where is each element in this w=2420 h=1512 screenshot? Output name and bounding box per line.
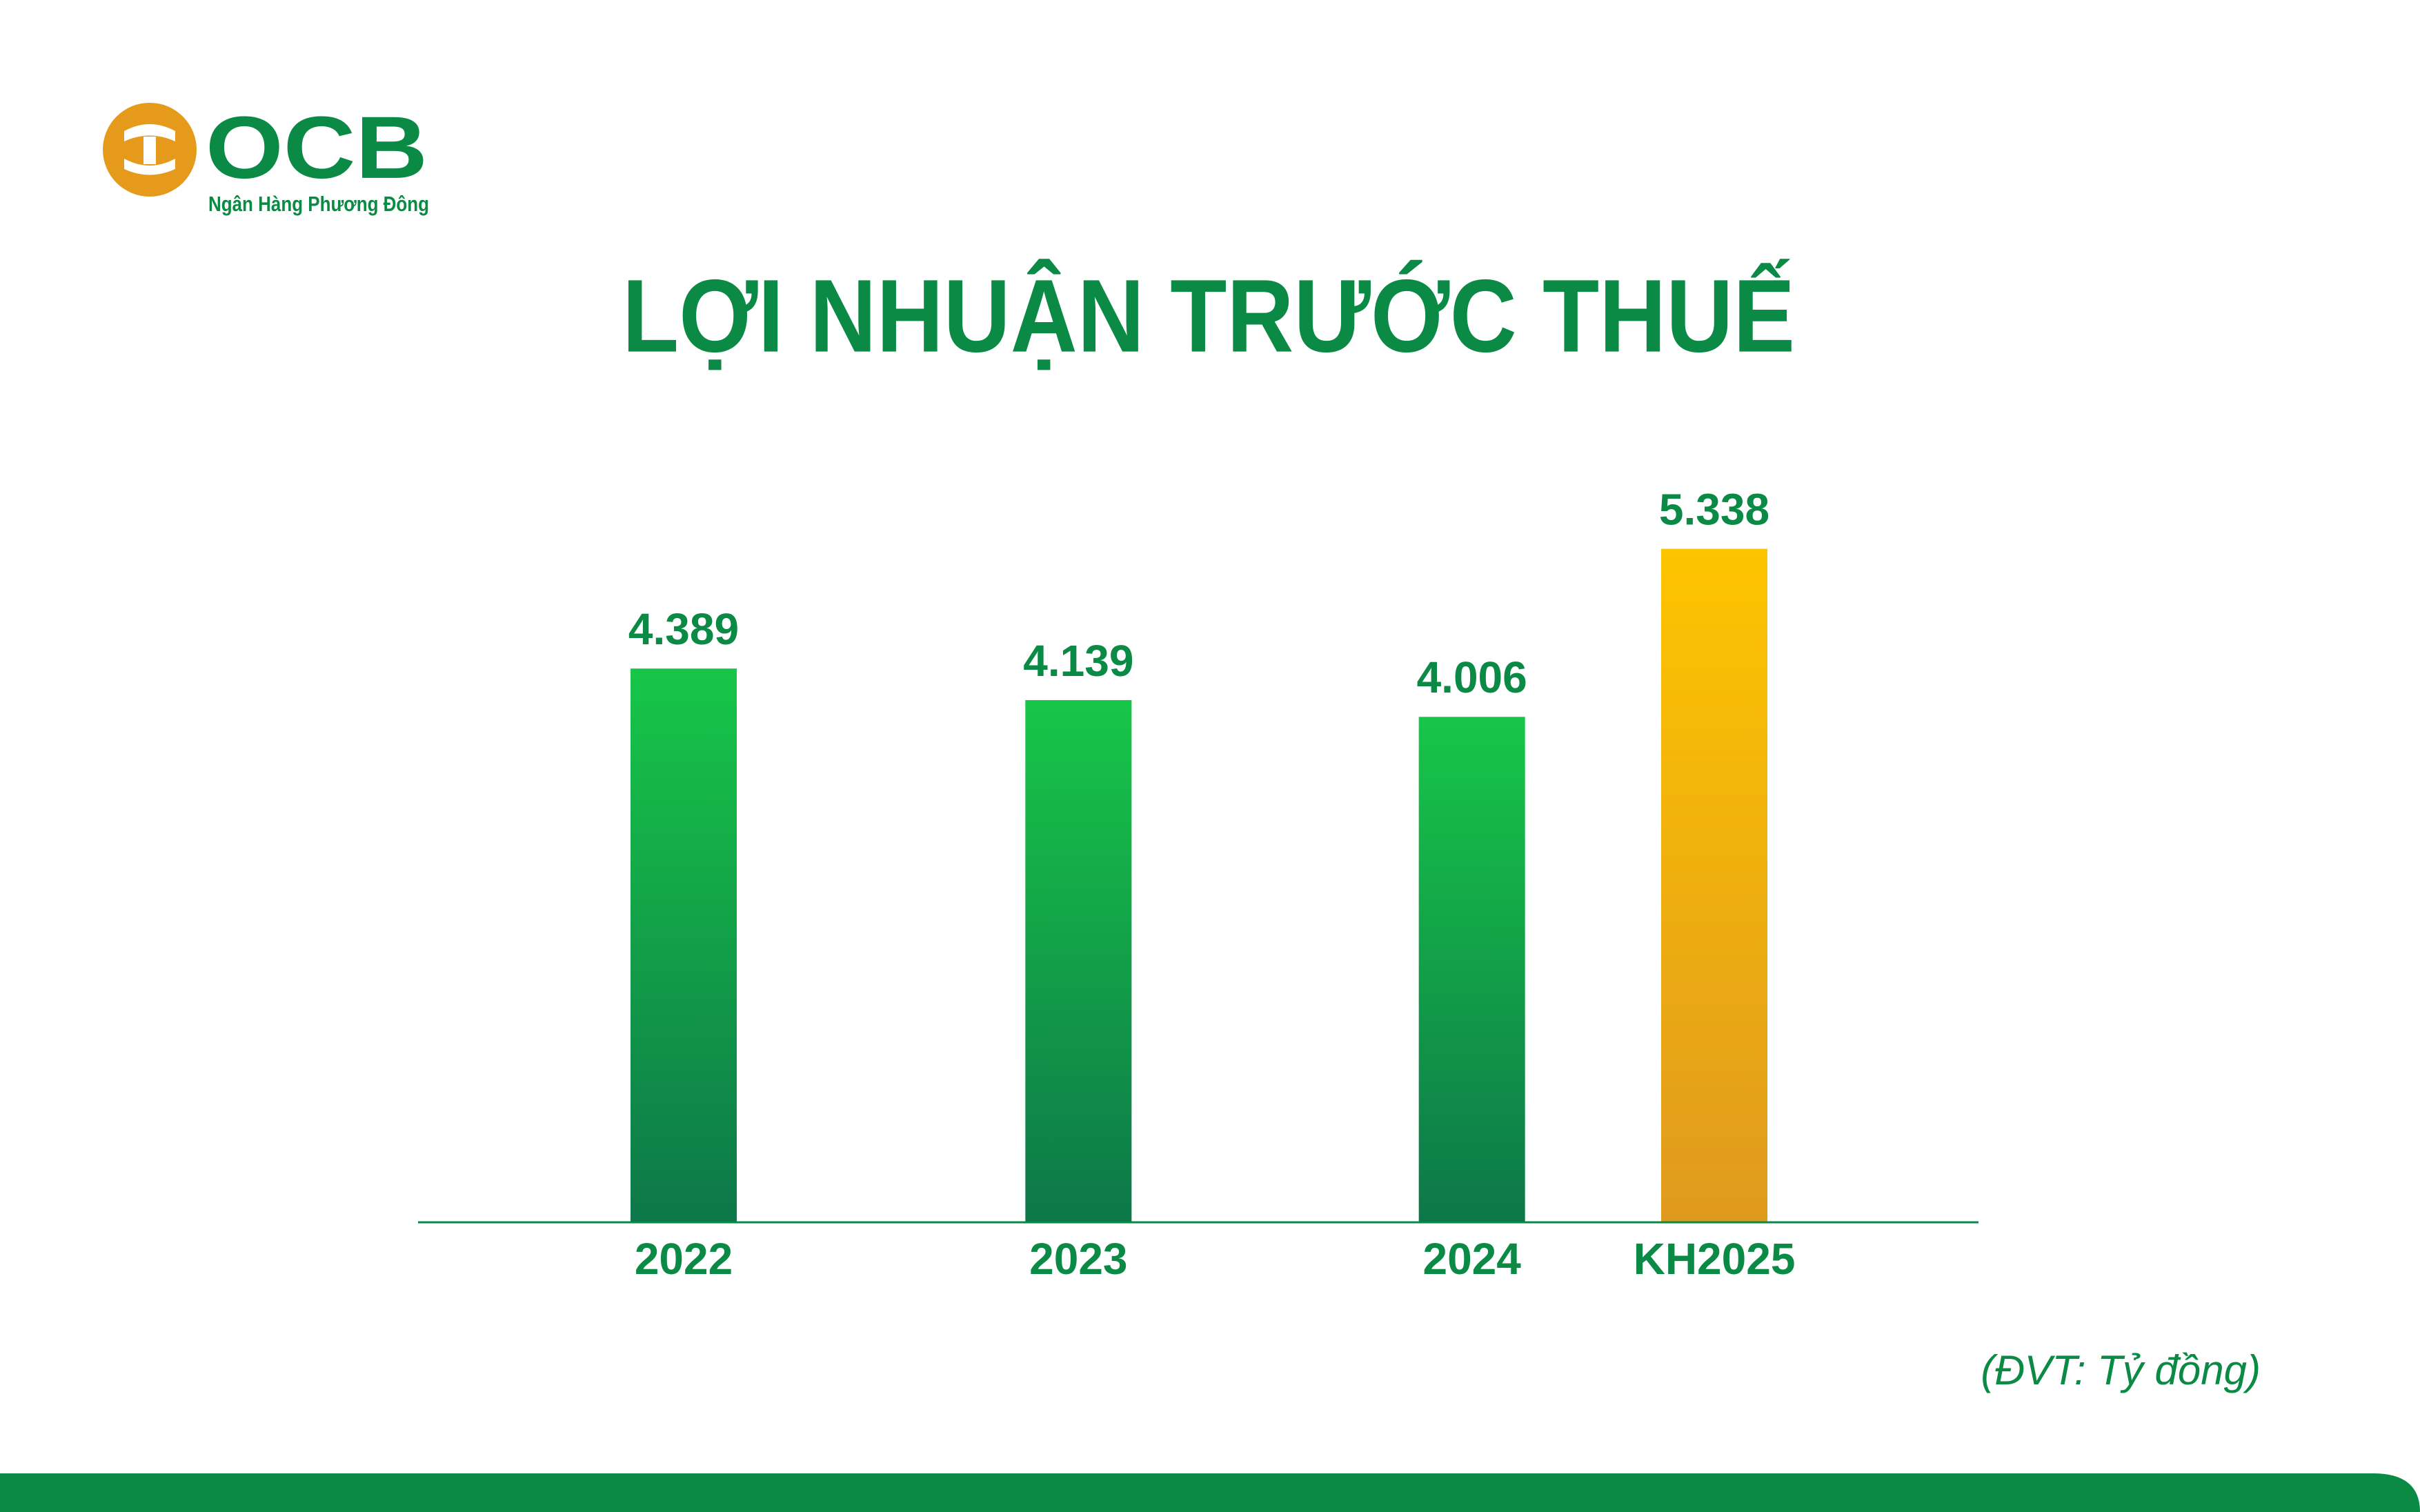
- chart-title: LỢI NHUẬN TRƯỚC THUẾ: [622, 258, 1795, 374]
- x-tick-label: 2022: [635, 1234, 733, 1284]
- bar: [1418, 717, 1525, 1222]
- bar: [631, 668, 737, 1222]
- logo-icon-stroke: [124, 159, 175, 175]
- logo-tagline: Ngân Hàng Phương Đông: [208, 192, 429, 216]
- bar: [1661, 548, 1767, 1222]
- bar: [1025, 699, 1132, 1222]
- footer-band: [0, 1473, 2420, 1512]
- logo-name: OCB: [206, 99, 428, 197]
- plot: 2022 4.389 2023 4.139 2024 4.006 KH2025 5.338: [628, 485, 1795, 1284]
- value-label: 4.389: [628, 604, 739, 654]
- x-tick-label: KH2025: [1634, 1234, 1796, 1284]
- x-tick-label: 2024: [1422, 1234, 1521, 1284]
- value-label: 4.139: [1023, 636, 1133, 686]
- unit-note: (ĐVT: Tỷ đồng): [1981, 1347, 2261, 1393]
- value-label: 5.338: [1659, 485, 1769, 535]
- logo: OCB Ngân Hàng Phương Đông: [103, 99, 429, 216]
- logo-icon-stroke: [124, 124, 175, 141]
- x-tick-label: 2023: [1029, 1234, 1127, 1284]
- logo-icon-stroke: [143, 137, 156, 164]
- value-label: 4.006: [1417, 653, 1527, 702]
